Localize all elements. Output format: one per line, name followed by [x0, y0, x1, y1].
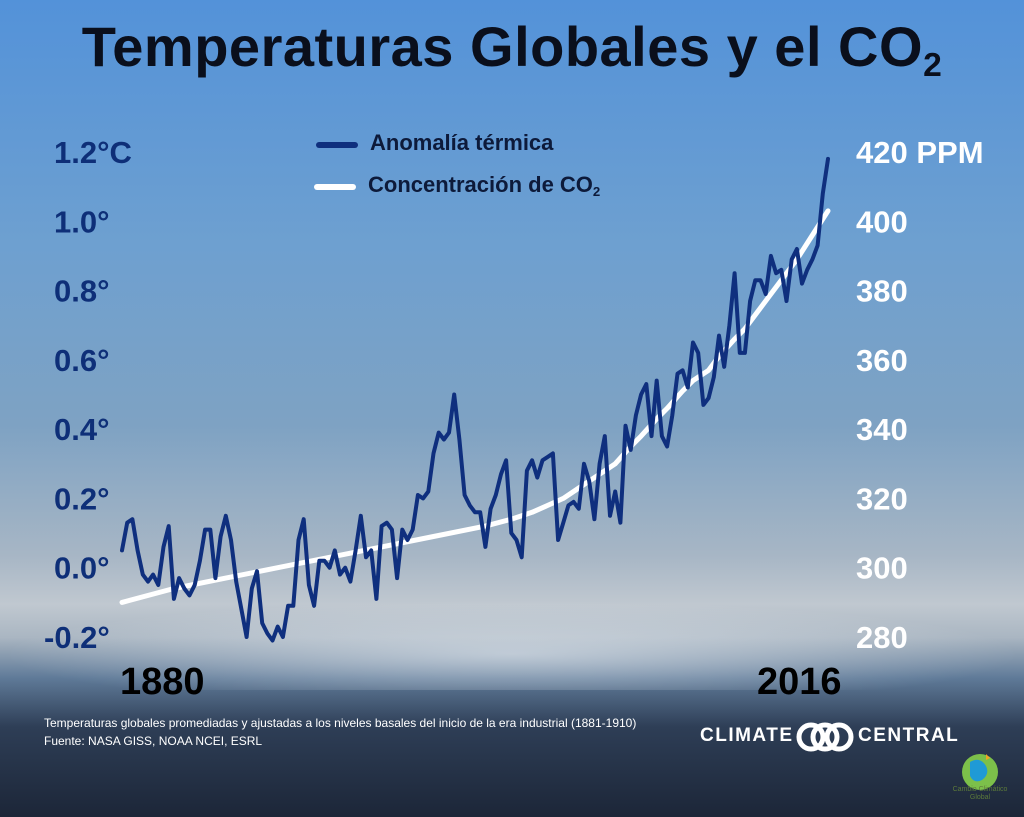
right-axis-tick-label: 280: [856, 620, 908, 655]
badge-label-line1: Cambio Climático: [952, 786, 1008, 793]
right-axis-ticks: 420 PPM 400 380 360 340 320 300 280: [856, 135, 984, 655]
badge-label: Cambio Climático Global: [944, 786, 1016, 802]
globe-badge-icon: [962, 754, 998, 790]
legend-item-temperature: Anomalía térmica: [316, 130, 554, 156]
left-axis-tick-label: -0.2°: [44, 620, 110, 655]
legend-swatch-co2: [314, 184, 356, 190]
left-axis-tick-label: 0.0°: [54, 551, 110, 586]
left-axis-tick-label: 0.6°: [54, 343, 110, 378]
climate-central-logo: CLIMATE CENTRAL: [700, 722, 960, 752]
left-axis-tick-label: 0.8°: [54, 274, 110, 309]
left-axis-tick-label: 1.2°C: [54, 135, 132, 170]
badge-label-line2: Global: [969, 794, 991, 801]
x-label-end: 2016: [757, 661, 842, 703]
right-axis-tick-label: 300: [856, 551, 908, 586]
caption-source: Fuente: NASA GISS, NOAA NCEI, ESRL: [44, 734, 263, 748]
caption-description: Temperaturas globales promediadas y ajus…: [44, 716, 637, 730]
legend-item-co2: Concentración de CO2: [314, 172, 600, 199]
temperature-series-line: [120, 156, 830, 643]
right-axis-tick-label: 420 PPM: [856, 135, 984, 170]
page-title: Temperaturas Globales y el CO2: [81, 15, 943, 85]
x-label-start: 1880: [120, 661, 205, 703]
right-axis-tick-label: 400: [856, 204, 908, 239]
left-axis-ticks: 1.2°C 1.0° 0.8° 0.6° 0.4° 0.2° 0.0° -0.2°: [44, 135, 132, 655]
legend-swatch-temperature: [316, 142, 358, 148]
brand-word-left: CLIMATE: [700, 725, 794, 746]
brand-word-right: CENTRAL: [858, 725, 960, 746]
right-axis-tick-label: 380: [856, 274, 908, 309]
right-axis-tick-label: 360: [856, 343, 908, 378]
left-axis-tick-label: 0.2°: [54, 481, 110, 516]
left-axis-tick-label: 1.0°: [54, 204, 110, 239]
right-axis-tick-label: 320: [856, 481, 908, 516]
climate-central-icon: [796, 722, 854, 752]
co2-series-line: [119, 208, 831, 605]
legend-label-temperature: Anomalía térmica: [370, 130, 554, 155]
legend-label-co2: Concentración de CO: [368, 172, 593, 197]
left-axis-tick-label: 0.4°: [54, 412, 110, 447]
right-axis-tick-label: 340: [856, 412, 908, 447]
